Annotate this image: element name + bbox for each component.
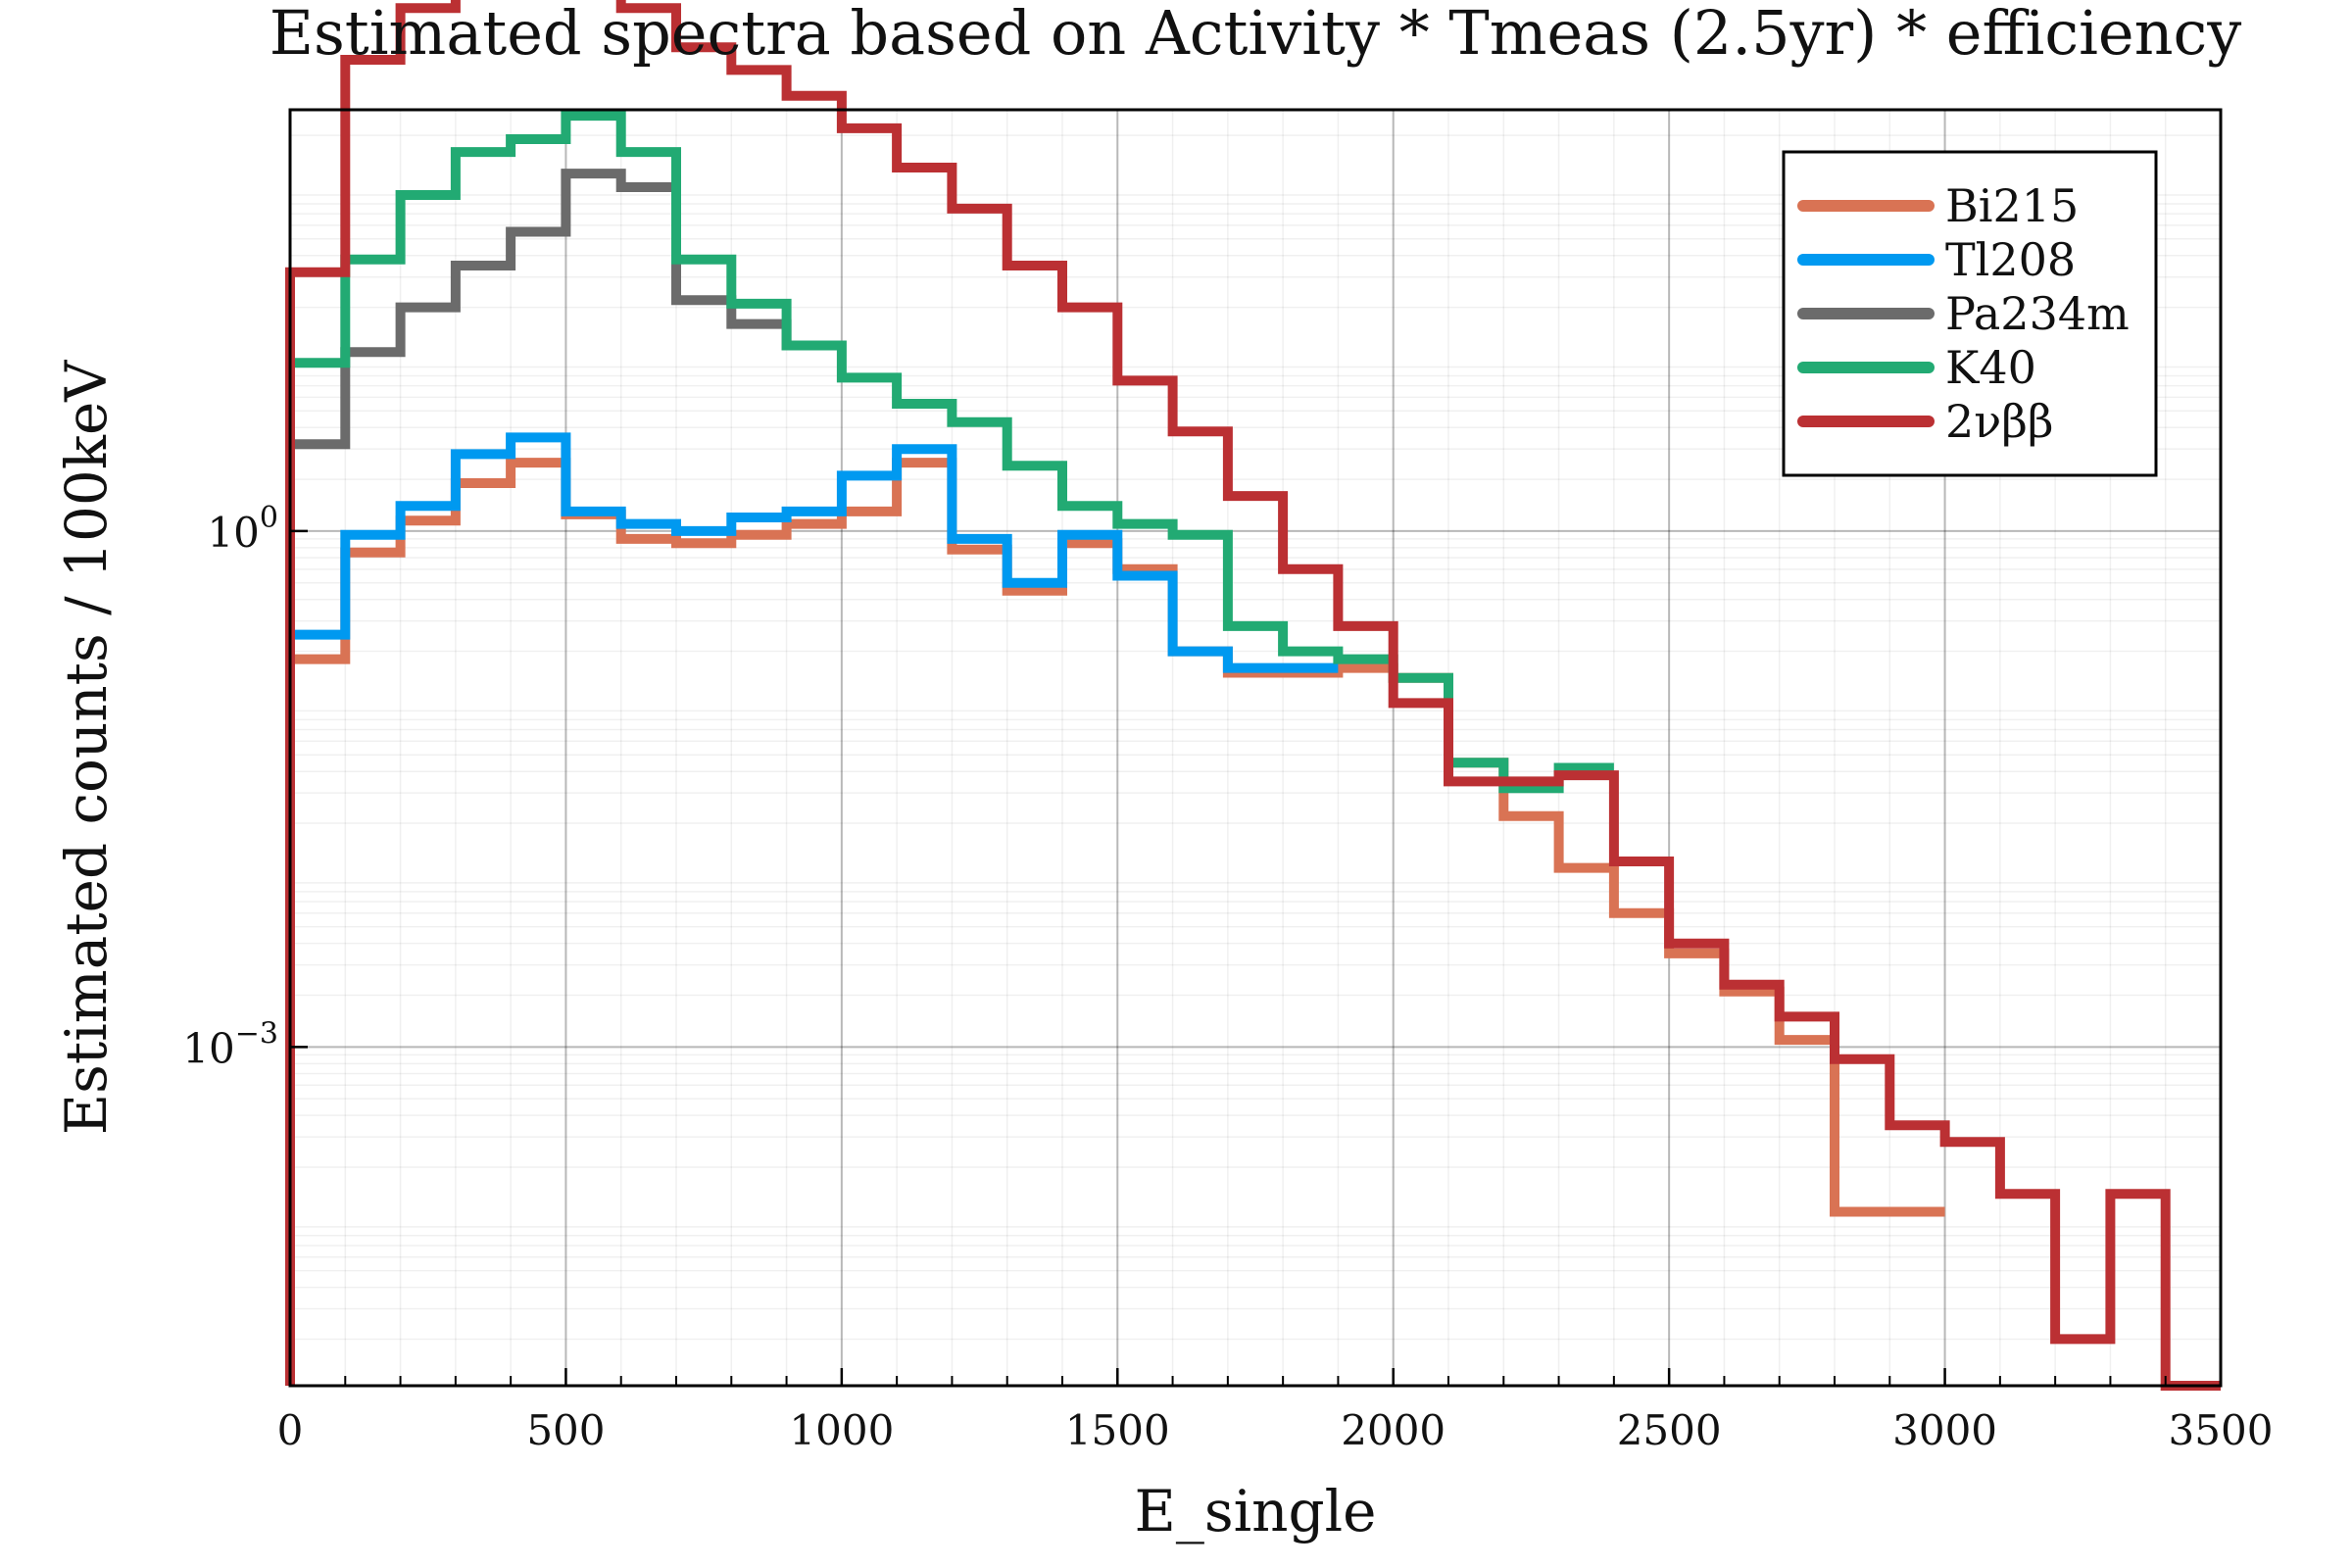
x-tick-label: 1500: [1065, 1406, 1170, 1454]
x-tick-label: 2000: [1341, 1406, 1446, 1454]
legend-label-4: 2νββ: [1945, 395, 2053, 448]
x-tick-label: 0: [277, 1406, 304, 1454]
x-tick-labels: 0 500 1000 1500 2000 2500 3000 3500: [277, 1406, 2274, 1454]
legend-label-3: K40: [1945, 341, 2036, 394]
x-tick-label: 1000: [789, 1406, 894, 1454]
major-gridlines: [290, 110, 2221, 1386]
minor-gridlines: [290, 110, 2221, 1386]
y-axis-label: Estimated counts / 100keV: [53, 360, 120, 1136]
y-tick-label: 100: [207, 501, 278, 557]
legend-label-0: Bi215: [1945, 179, 2079, 232]
chart-title: Estimated spectra based on Activity * Tm…: [270, 0, 2242, 69]
y-tick-label: 10−3: [182, 1016, 278, 1072]
y-tick-labels: 100 10−3: [182, 501, 278, 1072]
legend-label-1: Tl208: [1945, 233, 2076, 286]
series-line-1: [285, 432, 1339, 1386]
x-tick-label: 3500: [2169, 1406, 2274, 1454]
series-layer: [285, 0, 2221, 1391]
axis-ticks: [288, 529, 2223, 1386]
x-tick-label: 500: [526, 1406, 605, 1454]
series-line-4: [285, 0, 2221, 1391]
legend-label-2: Pa234m: [1945, 287, 2130, 340]
x-axis-label: E_single: [1134, 1478, 1376, 1544]
plot-frame: [288, 108, 2223, 1388]
x-tick-label: 3000: [1892, 1406, 1997, 1454]
series-line-2: [285, 169, 842, 1386]
x-tick-label: 2500: [1617, 1406, 1722, 1454]
